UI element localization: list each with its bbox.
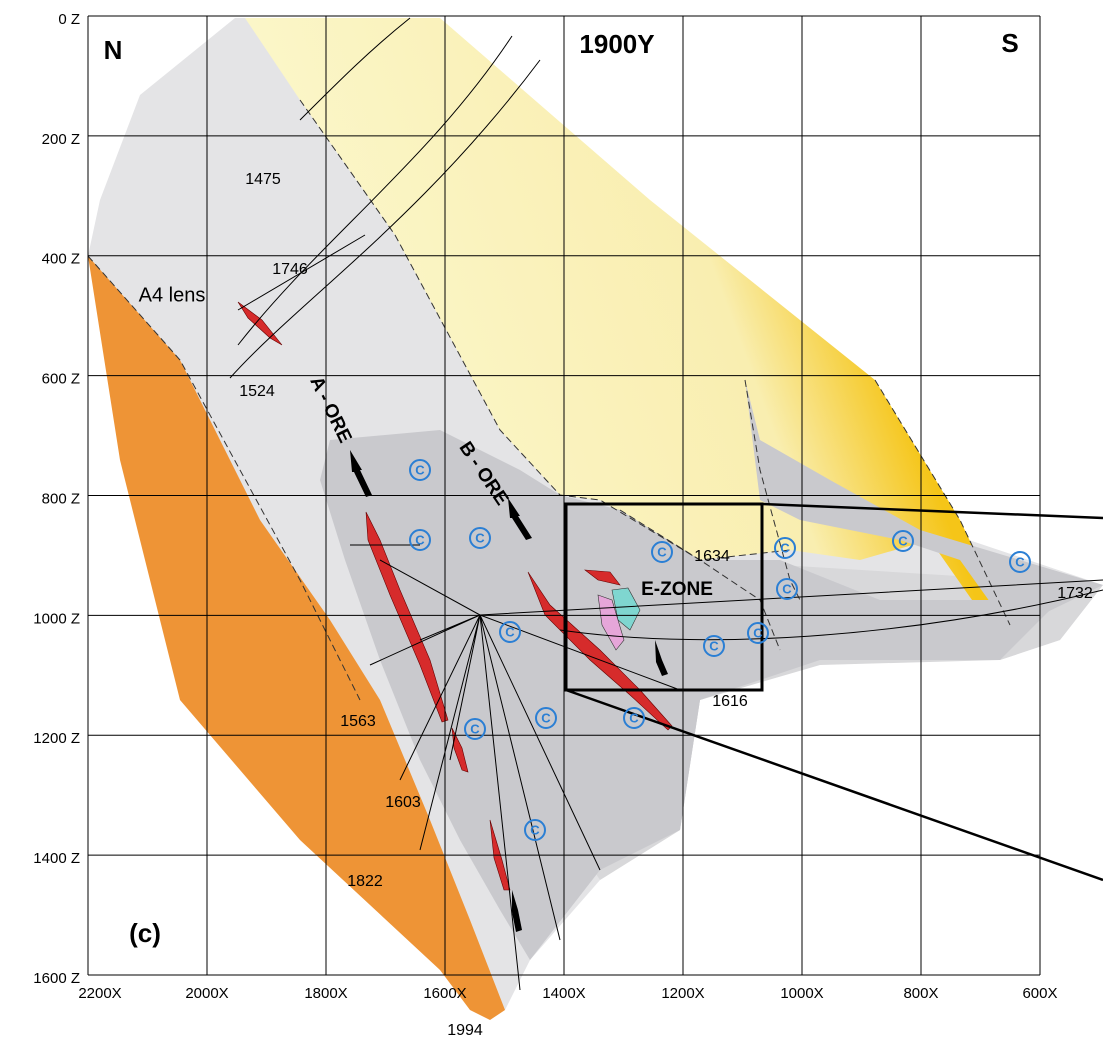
icon-glyph: C <box>415 462 425 477</box>
icon-glyph: C <box>709 638 719 653</box>
geology <box>88 18 1103 1020</box>
icon-glyph: C <box>415 532 425 547</box>
label: S <box>1001 28 1018 58</box>
label: 1603 <box>385 794 421 811</box>
label: 1634 <box>694 548 730 565</box>
section-diagram: 0 Z 200 Z 400 Z 600 Z 800 Z 1000 Z 1200 Z 1400 … <box>0 0 1103 1042</box>
label: (c) <box>129 918 161 948</box>
z-label: 400 Z <box>42 251 80 268</box>
label: 1900Y <box>579 29 654 59</box>
icon-glyph: C <box>541 710 551 725</box>
label: 1524 <box>239 383 275 400</box>
icon-glyph: C <box>782 581 792 596</box>
z-label: 1000 Z <box>33 610 80 627</box>
icon-glyph: C <box>470 721 480 736</box>
icon-glyph: C <box>898 533 908 548</box>
label: 1475 <box>245 171 281 188</box>
icon-glyph: C <box>780 540 790 555</box>
z-label: 200 Z <box>42 131 80 148</box>
x-label: 800X <box>903 985 938 1002</box>
label: A4 lens <box>139 284 206 306</box>
z-label: 800 Z <box>42 490 80 507</box>
x-label: 1600X <box>423 985 466 1002</box>
z-label: 1400 Z <box>33 850 80 867</box>
x-label: 1400X <box>542 985 585 1002</box>
label: E-ZONE <box>641 579 713 600</box>
x-label: 1800X <box>304 985 347 1002</box>
icon-glyph: C <box>753 625 763 640</box>
z-label: 0 Z <box>58 11 80 28</box>
label: 1732 <box>1057 585 1093 602</box>
label: 1994 <box>447 1022 483 1039</box>
label: 1563 <box>340 713 376 730</box>
x-label: 1200X <box>661 985 704 1002</box>
label: 1616 <box>712 693 748 710</box>
icon-glyph: C <box>505 624 515 639</box>
icon-glyph: C <box>475 530 485 545</box>
icon-glyph: C <box>629 710 639 725</box>
x-label: 600X <box>1022 985 1057 1002</box>
icon-glyph: C <box>657 544 667 559</box>
z-label: 600 Z <box>42 371 80 388</box>
x-label: 2200X <box>78 985 121 1002</box>
icon-glyph: C <box>530 822 540 837</box>
x-label: 1000X <box>780 985 823 1002</box>
label: N <box>104 35 123 65</box>
label: 1822 <box>347 873 383 890</box>
label: 1746 <box>272 261 308 278</box>
z-label: 1600 Z <box>33 970 80 987</box>
icon-glyph: C <box>1015 554 1025 569</box>
x-label: 2000X <box>185 985 228 1002</box>
z-label: 1200 Z <box>33 730 80 747</box>
